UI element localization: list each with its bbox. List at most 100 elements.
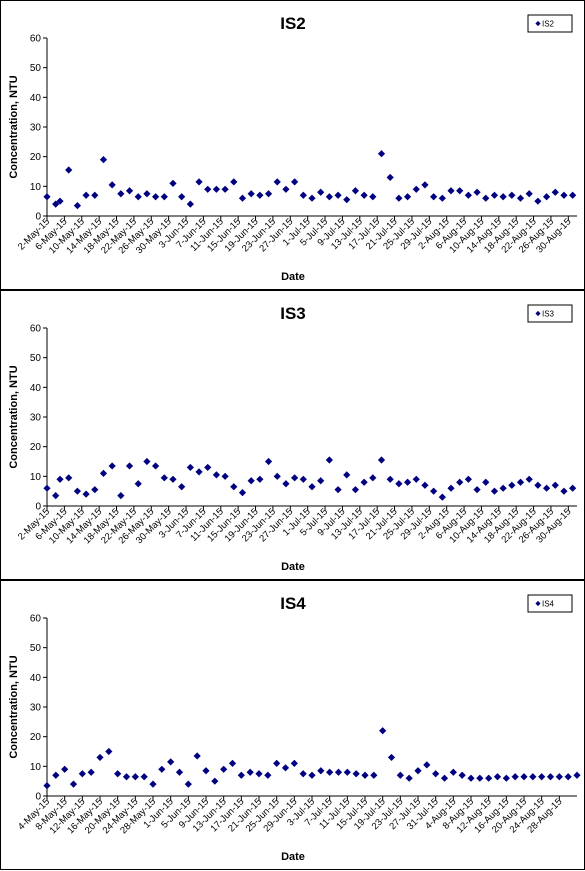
data-point [432, 770, 440, 778]
data-point [122, 773, 131, 781]
y-tick-label: 50 [30, 63, 42, 74]
data-point [140, 773, 148, 781]
data-point [169, 475, 177, 483]
y-tick-label: 0 [35, 502, 41, 513]
data-point [73, 487, 82, 495]
data-point [87, 768, 95, 776]
data-point [493, 773, 502, 781]
data-point [551, 188, 559, 196]
y-tick-label: 0 [35, 212, 41, 223]
data-point [395, 194, 403, 202]
chart-panel-is2: IS2 0 10 20 30 40 50 60 Concentration, NTU 2-May-… [0, 0, 585, 290]
data-point [178, 193, 186, 201]
data-point [473, 486, 481, 494]
data-point [125, 187, 134, 195]
y-tick-label: 40 [30, 93, 42, 104]
data-point [204, 185, 212, 193]
legend-label: IS3 [542, 310, 555, 319]
data-point [447, 484, 455, 492]
data-point [282, 185, 290, 193]
data-point [564, 773, 572, 781]
data-point [325, 456, 333, 464]
data-point [238, 194, 247, 202]
y-tick-label: 60 [30, 324, 42, 335]
data-point [212, 471, 221, 479]
data-point [458, 771, 466, 779]
y-tick-label: 10 [30, 472, 42, 483]
data-point [499, 193, 507, 201]
data-point [485, 774, 493, 782]
data-point [508, 481, 516, 489]
legend-marker [535, 310, 541, 317]
legend-box [527, 594, 573, 613]
data-point [143, 190, 151, 198]
data-point [238, 489, 247, 497]
data-point [403, 478, 412, 486]
data-point [193, 752, 201, 760]
data-point [291, 178, 299, 186]
data-point [317, 188, 325, 196]
data-point [186, 200, 194, 208]
data-point [61, 765, 69, 773]
data-point [476, 774, 484, 782]
data-point [175, 768, 184, 776]
data-point [456, 478, 464, 486]
data-point [423, 761, 431, 769]
y-tick-label: 30 [30, 703, 42, 714]
data-point [308, 194, 316, 202]
chart-panel-is4: IS4 0 10 20 30 40 50 60 Concentration, NTU 4-May-… [0, 580, 585, 870]
y-tick-label: 50 [30, 643, 42, 654]
legend-marker [535, 600, 541, 607]
y-tick-label: 0 [35, 792, 41, 803]
data-point [69, 780, 78, 788]
y-axis-label: Concentration, NTU [8, 75, 20, 178]
data-point [529, 773, 537, 781]
data-point [43, 193, 51, 201]
data-point [184, 780, 192, 788]
data-point [99, 469, 108, 477]
data-point [369, 193, 377, 201]
data-point [247, 477, 255, 485]
data-point [438, 493, 446, 501]
chart-title: IS3 [280, 304, 306, 323]
y-tick-label: 20 [30, 442, 42, 453]
x-axis-label: Date [281, 271, 305, 283]
data-point [169, 179, 177, 187]
data-point [204, 463, 212, 472]
legend-label: IS2 [542, 20, 555, 29]
data-point [482, 478, 490, 486]
y-tick-label: 60 [30, 34, 42, 45]
data-point [447, 187, 455, 195]
data-point [237, 771, 245, 779]
data-point [212, 185, 221, 193]
data-point [78, 770, 86, 778]
data-point [343, 768, 351, 776]
data-point [290, 759, 298, 767]
data-point [351, 187, 360, 195]
data-point [195, 178, 203, 186]
legend: IS4 [527, 594, 573, 613]
data-point [546, 773, 555, 781]
data-point [52, 771, 60, 779]
data-point [91, 191, 99, 199]
data-point [395, 480, 403, 488]
data-point [464, 191, 472, 199]
data-point [534, 197, 542, 205]
data-point [308, 483, 316, 491]
data-point [108, 462, 116, 470]
data-point [525, 190, 533, 198]
y-tick-label: 10 [30, 762, 42, 773]
data-point [114, 770, 122, 778]
data-point [326, 768, 334, 776]
data-point [430, 193, 438, 201]
data-point [273, 472, 281, 480]
data-point [108, 181, 116, 189]
data-point [325, 193, 333, 201]
data-point [542, 484, 551, 492]
data-point [211, 777, 219, 785]
data-point [152, 462, 160, 470]
data-point [105, 747, 113, 756]
data-point [117, 190, 125, 198]
data-point [43, 782, 51, 790]
data-point [405, 774, 413, 782]
